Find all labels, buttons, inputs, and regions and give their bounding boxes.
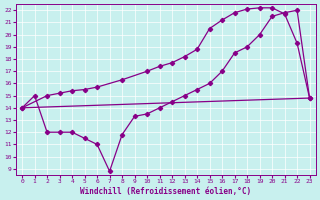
X-axis label: Windchill (Refroidissement éolien,°C): Windchill (Refroidissement éolien,°C) (80, 187, 252, 196)
